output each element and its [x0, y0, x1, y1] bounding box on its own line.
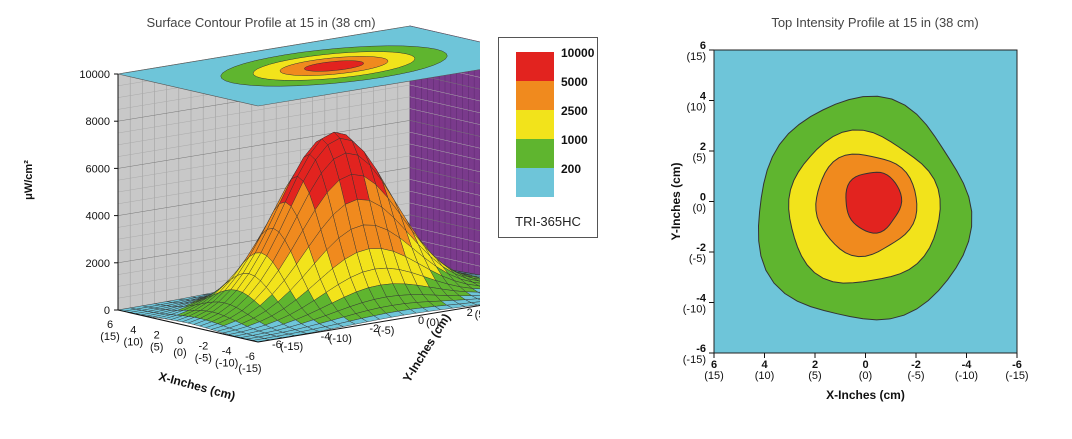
- wall-grid-horizontal: [117, 155, 480, 205]
- z-tick-label: 2000: [86, 258, 110, 270]
- z-tick-label: 6000: [86, 163, 110, 175]
- x-tick-label: -6: [245, 351, 255, 363]
- y-tick-cm-label: (-10): [329, 333, 352, 345]
- y-tick-cm-label: (5): [693, 152, 706, 164]
- y-tick-label: -4: [321, 331, 331, 343]
- legend-swatch-2500: [516, 110, 554, 139]
- y-tick-label: 4: [700, 91, 707, 103]
- x-tick-label: -2: [198, 340, 208, 352]
- y-tick-label: 6: [700, 40, 706, 52]
- x-tick-cm-label: (15): [704, 370, 724, 382]
- wall-grid-horizontal: [117, 214, 480, 264]
- y-tick-label: -6: [272, 339, 282, 351]
- wall-grid-horizontal: [117, 131, 480, 181]
- surface-chart: 0200040006000800010000μW/cm²6(15)4(10)2(…: [23, 25, 480, 403]
- x-tick-label: 0: [177, 335, 183, 347]
- z-tick-label: 4000: [86, 211, 110, 223]
- x-tick-cm-label: (-5): [907, 370, 924, 382]
- y-tick-cm-label: (15): [686, 51, 706, 63]
- x-tick-cm-label: (0): [173, 347, 186, 359]
- y-tick-label: 2: [700, 141, 706, 153]
- x-tick-label: -4: [962, 359, 973, 371]
- x-tick-label: -4: [222, 346, 232, 358]
- legend: 10000 5000 2500 1000 200 TRI-365HC: [498, 37, 598, 238]
- legend-label-5000: 5000: [561, 75, 588, 89]
- legend-label-200: 200: [561, 162, 582, 176]
- x-tick-label: 6: [107, 319, 113, 331]
- x-axis-label: X-Inches (cm): [826, 388, 905, 402]
- wall-grid-horizontal: [117, 108, 480, 157]
- y-tick-label: 2: [467, 307, 473, 319]
- y-tick-cm-label: (10): [686, 102, 706, 114]
- wall-grid-horizontal: [117, 120, 480, 169]
- legend-swatch-1000: [516, 139, 554, 168]
- x-tick-cm-label: (-10): [955, 370, 978, 382]
- x-tick-label: 4: [761, 359, 768, 371]
- contour-level-5000: [845, 171, 903, 234]
- x-tick-label: -2: [911, 359, 921, 371]
- legend-label-10000: 10000: [561, 46, 595, 60]
- z-tick-label: 8000: [86, 116, 110, 128]
- x-tick-cm-label: (0): [859, 370, 872, 382]
- wall-grid-horizontal: [117, 190, 480, 240]
- wall-grid-horizontal: [117, 167, 480, 216]
- x-tick-cm-label: (10): [755, 370, 775, 382]
- x-tick-cm-label: (-15): [1005, 370, 1028, 382]
- wall-grid-horizontal: [117, 179, 480, 228]
- y-tick-cm-label: (-10): [683, 304, 706, 316]
- legend-swatch-5000: [516, 81, 554, 110]
- wall-grid-horizontal: [117, 84, 480, 134]
- x-tick-cm-label: (5): [150, 342, 163, 354]
- z-tick-label: 0: [104, 305, 110, 317]
- legend-model-name: TRI-365HC: [515, 214, 581, 229]
- x-tick-cm-label: (15): [100, 331, 120, 343]
- legend-label-2500: 2500: [561, 104, 588, 118]
- y-tick-label: 0: [700, 192, 706, 204]
- x-tick-cm-label: (-10): [215, 358, 238, 370]
- contour-chart-title: Top Intensity Profile at 15 in (38 cm): [771, 15, 979, 30]
- surface-chart-title: Surface Contour Profile at 15 in (38 cm): [146, 15, 376, 30]
- x-tick-cm-label: (-5): [195, 352, 212, 364]
- x-tick-cm-label: (5): [808, 370, 821, 382]
- wall-grid-horizontal: [117, 143, 480, 193]
- y-tick-label: -2: [696, 242, 706, 254]
- x-tick-cm-label: (10): [124, 336, 144, 348]
- x-tick-label: 4: [130, 324, 136, 336]
- y-axis-label: Y-Inches (cm): [669, 162, 683, 240]
- legend-swatch-10000: [516, 52, 554, 81]
- y-tick-cm-label: (-5): [689, 253, 706, 265]
- y-tick-cm-label: (0): [693, 203, 706, 215]
- y-tick-label: -4: [696, 293, 707, 305]
- wall-grid-horizontal: [117, 96, 480, 146]
- y-tick-label: -2: [369, 323, 379, 335]
- y-tick-cm-label: (0): [426, 317, 439, 329]
- x-tick-label: 2: [154, 330, 160, 342]
- x-tick-label: 6: [711, 359, 717, 371]
- x-tick-label: 2: [812, 359, 818, 371]
- wall-grid-horizontal: [117, 202, 480, 252]
- z-tick-label: 10000: [79, 69, 110, 81]
- y-tick-cm-label: (-15): [280, 341, 303, 353]
- y-tick-label: -6: [696, 343, 706, 355]
- top-plane-contour: [304, 60, 364, 72]
- x-axis-line: [117, 309, 259, 343]
- x-tick-cm-label: (-15): [238, 363, 261, 375]
- legend-label-1000: 1000: [561, 133, 588, 147]
- y-axis-line: [257, 305, 480, 343]
- z-axis-label: μW/cm²: [23, 160, 35, 200]
- x-axis-label: X-Inches (cm): [157, 369, 237, 403]
- y-tick-cm-label: (-15): [683, 354, 706, 366]
- contour-chart: 6(15)4(10)2(5)0(0)-2(-5)-4(-10)-6(-15)6(…: [669, 40, 1029, 402]
- y-tick-cm-label: (-5): [377, 325, 394, 337]
- y-tick-cm-label: (5): [475, 309, 480, 321]
- y-tick-label: 0: [418, 315, 424, 327]
- x-tick-label: 0: [862, 359, 868, 371]
- x-tick-label: -6: [1012, 359, 1022, 371]
- legend-swatch-200: [516, 168, 554, 197]
